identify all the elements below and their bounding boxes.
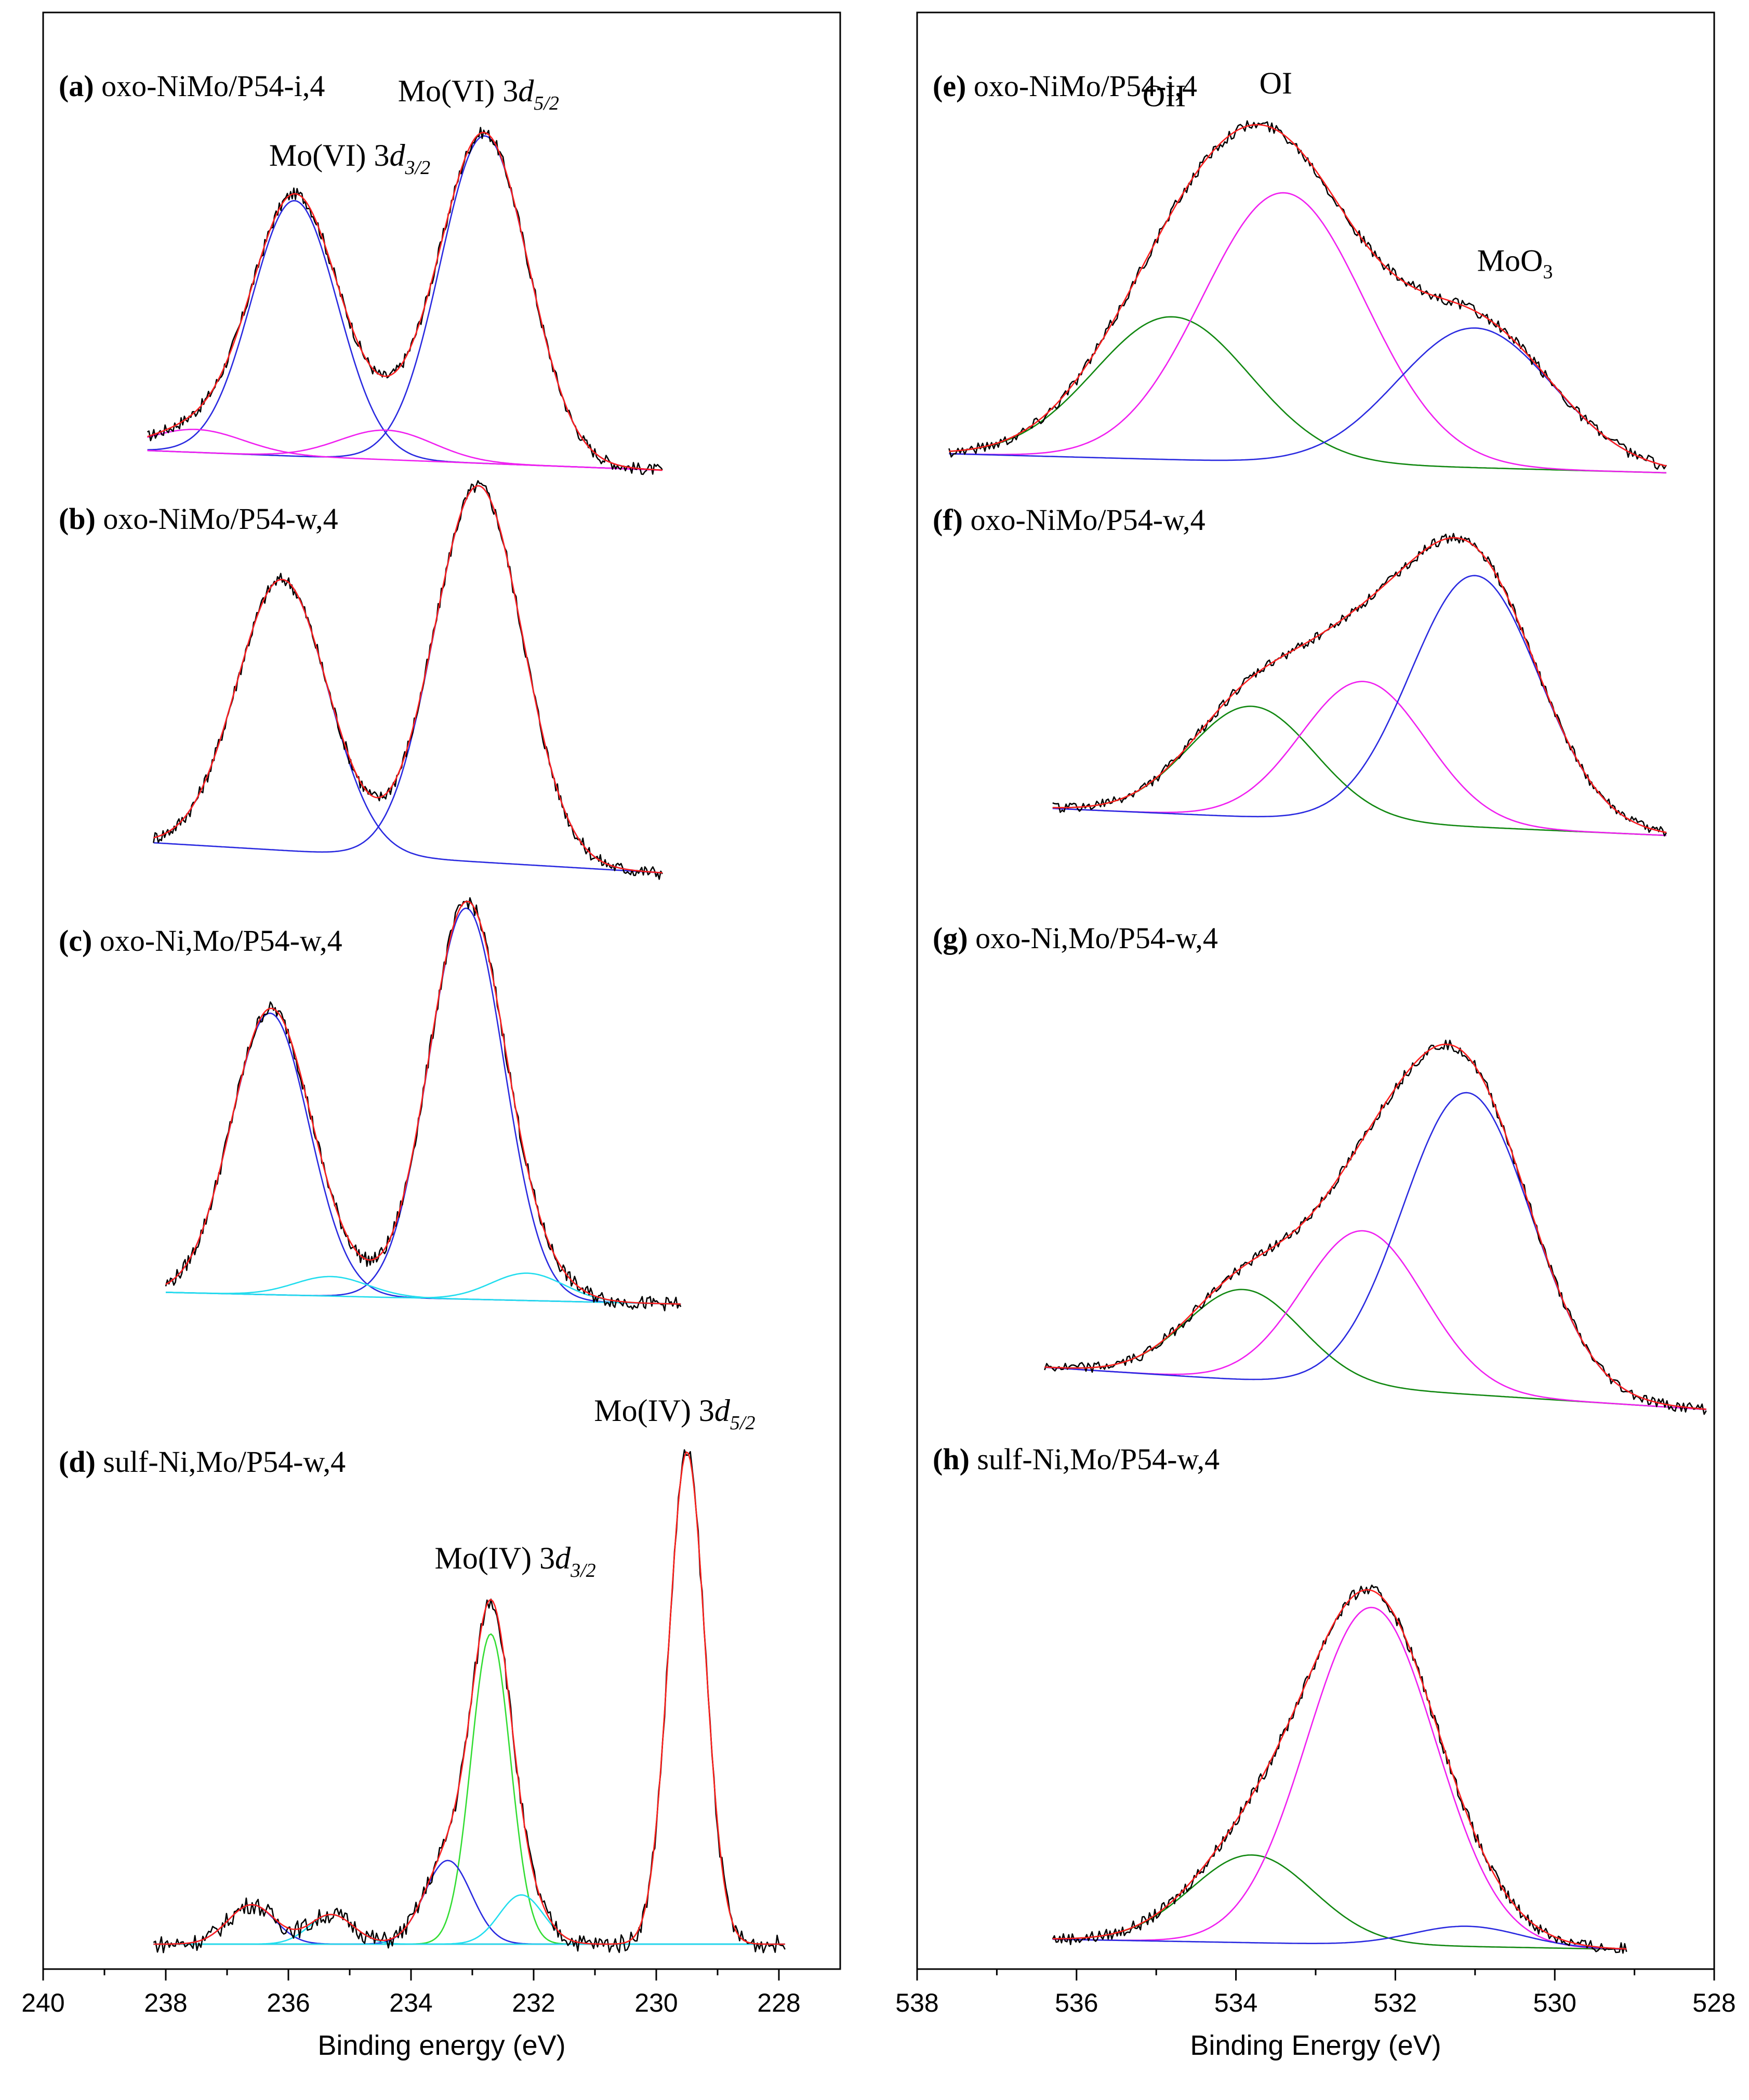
- panel-h: (h) sulf-Ni,Mo/P54-w,4: [933, 1442, 1627, 1954]
- component-curve-moo3: [1052, 1925, 1627, 1950]
- peak-label: OII: [1143, 78, 1186, 113]
- peak-label: MoO3: [1477, 243, 1553, 283]
- peak-label: Mo(VI) 3d3/2: [269, 138, 430, 179]
- component-curve-mo-v-3d5-2: [153, 1894, 785, 1945]
- panel-title-h: (h) sulf-Ni,Mo/P54-w,4: [933, 1442, 1220, 1476]
- x-tick-label: 536: [1055, 1988, 1098, 2017]
- panel-title-g: (g) oxo-Ni,Mo/P54-w,4: [933, 921, 1218, 955]
- x-tick-label: 228: [757, 1988, 800, 2017]
- envelope-fit: [153, 1451, 785, 1945]
- panel-title-e: (e) oxo-NiMo/P54-i,4: [933, 69, 1197, 103]
- x-axis-title: Binding Energy (eV): [1190, 2030, 1441, 2061]
- panel-title-f: (f) oxo-NiMo/P54-w,4: [933, 503, 1205, 537]
- panel-f: (f) oxo-NiMo/P54-w,4: [933, 503, 1667, 836]
- x-tick-label: 234: [389, 1988, 432, 2017]
- panel-g: (g) oxo-Ni,Mo/P54-w,4: [933, 921, 1707, 1415]
- x-axis-title: Binding energy (eV): [317, 2030, 565, 2061]
- panel-title-b: (b) oxo-NiMo/P54-w,4: [59, 502, 338, 536]
- x-tick-label: 532: [1374, 1988, 1417, 2017]
- envelope-fit: [165, 900, 681, 1305]
- peak-label: Mo(IV) 3d5/2: [594, 1393, 755, 1434]
- panel-a: (a) oxo-NiMo/P54-i,4 Mo(VI) 3d3/2 Mo(VI) 3…: [59, 69, 663, 475]
- component-curve-moo3: [949, 327, 1667, 467]
- component-curve-minor-3d5-2: [147, 429, 662, 471]
- x-tick-label: 236: [267, 1988, 310, 2017]
- x-tick-label: 232: [512, 1988, 555, 2017]
- panel-c: (c) oxo-Ni,Mo/P54-w,4: [59, 897, 682, 1311]
- x-tick-label: 530: [1533, 1988, 1576, 2017]
- envelope-fit: [153, 485, 662, 874]
- panel-title-d: (d) sulf-Ni,Mo/P54-w,4: [59, 1445, 346, 1479]
- x-tick-label: 534: [1214, 1988, 1257, 2017]
- x-tick-label: 538: [895, 1988, 938, 2017]
- panel-d: (d) sulf-Ni,Mo/P54-w,4 Mo(IV) 3d3/2 Mo(IV)…: [59, 1393, 786, 1953]
- plot-frame-0: [42, 11, 841, 1970]
- peak-label: Mo(VI) 3d5/2: [398, 74, 559, 114]
- panel-title-c: (c) oxo-Ni,Mo/P54-w,4: [59, 924, 342, 958]
- peak-label: Mo(IV) 3d3/2: [435, 1541, 596, 1581]
- envelope-fit: [1052, 537, 1667, 833]
- envelope-fit: [949, 124, 1667, 467]
- component-curve-oi: [1052, 1606, 1627, 1950]
- x-tick-label: 238: [144, 1988, 187, 2017]
- peak-label: OI: [1260, 66, 1292, 100]
- component-curve-oii: [949, 316, 1667, 474]
- panel-b: (b) oxo-NiMo/P54-w,4: [59, 480, 663, 880]
- x-tick-label: 528: [1692, 1988, 1735, 2017]
- o1s-chart: 538 536 534 532 530 528 Binding Energy (eV) (e)…: [895, 11, 1736, 2061]
- envelope-fit: [1044, 1043, 1706, 1410]
- envelope-fit: [147, 131, 662, 471]
- component-curve-oi: [949, 192, 1667, 474]
- mo3d-chart: 240 238 236 234 232 230 228 Binding energy (eV)…: [21, 11, 841, 2061]
- envelope-fit: [1052, 1589, 1627, 1950]
- panel-title-a: (a) oxo-NiMo/P54-i,4: [59, 69, 325, 103]
- x-tick-label: 240: [21, 1988, 64, 2017]
- x-tick-label: 230: [634, 1988, 678, 2017]
- raw-spectrum: [948, 120, 1667, 470]
